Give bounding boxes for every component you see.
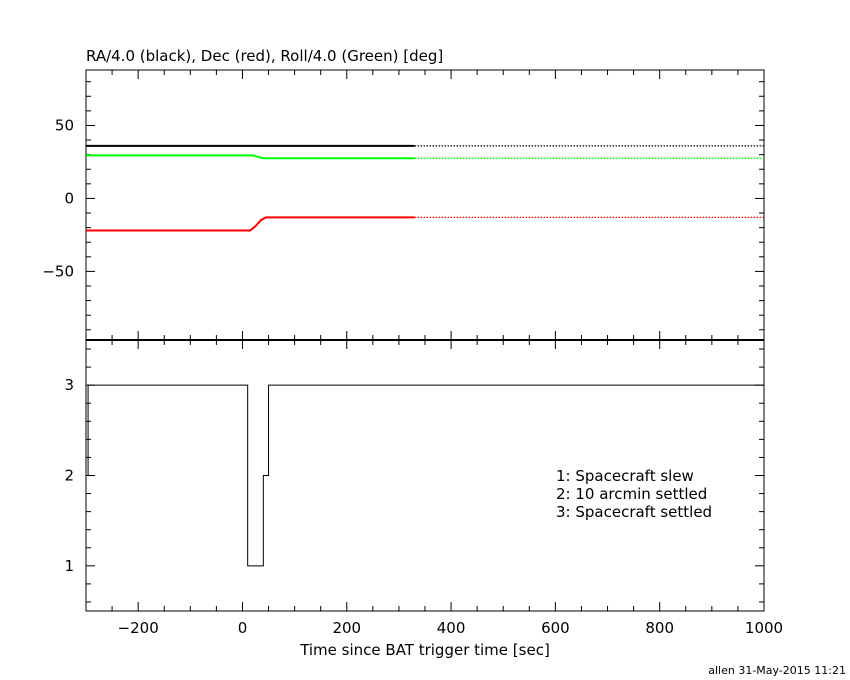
x-tick-label: 600 <box>541 619 570 637</box>
top-panel-title: RA/4.0 (black), Dec (red), Roll/4.0 (Gre… <box>86 47 443 65</box>
y-tick-label: 1 <box>64 557 74 575</box>
legend-entry: 3: Spacecraft settled <box>556 503 712 521</box>
top-panel-frame <box>85 69 765 341</box>
legend-entry: 2: 10 arcmin settled <box>556 485 707 503</box>
x-tick-label: 1000 <box>745 619 783 637</box>
legend-entry: 1: Spacecraft slew <box>556 467 694 485</box>
footer-timestamp: allen 31-May-2015 11:21 <box>708 664 846 677</box>
bottom-panel: −200 0 200 400 600 800 1000 1 2 3 1: Spacecraft sl… <box>64 339 783 637</box>
y-tick-label: 3 <box>64 376 74 394</box>
y-tick-label: 0 <box>64 189 74 207</box>
x-tick-label: 200 <box>332 619 361 637</box>
x-axis-label: Time since BAT trigger time [sec] <box>299 641 550 659</box>
top-panel: −50 0 50 <box>42 69 765 341</box>
dec-series-line <box>86 216 415 232</box>
y-tick-label: −50 <box>42 262 74 280</box>
roll-series-line <box>86 154 415 160</box>
y-tick-label: 2 <box>64 467 74 485</box>
x-tick-label: −200 <box>118 619 159 637</box>
x-tick-label: 800 <box>645 619 674 637</box>
status-step-line <box>86 384 764 567</box>
y-tick-label: 50 <box>55 116 74 134</box>
x-tick-label: 0 <box>238 619 248 637</box>
x-tick-label: 400 <box>437 619 466 637</box>
